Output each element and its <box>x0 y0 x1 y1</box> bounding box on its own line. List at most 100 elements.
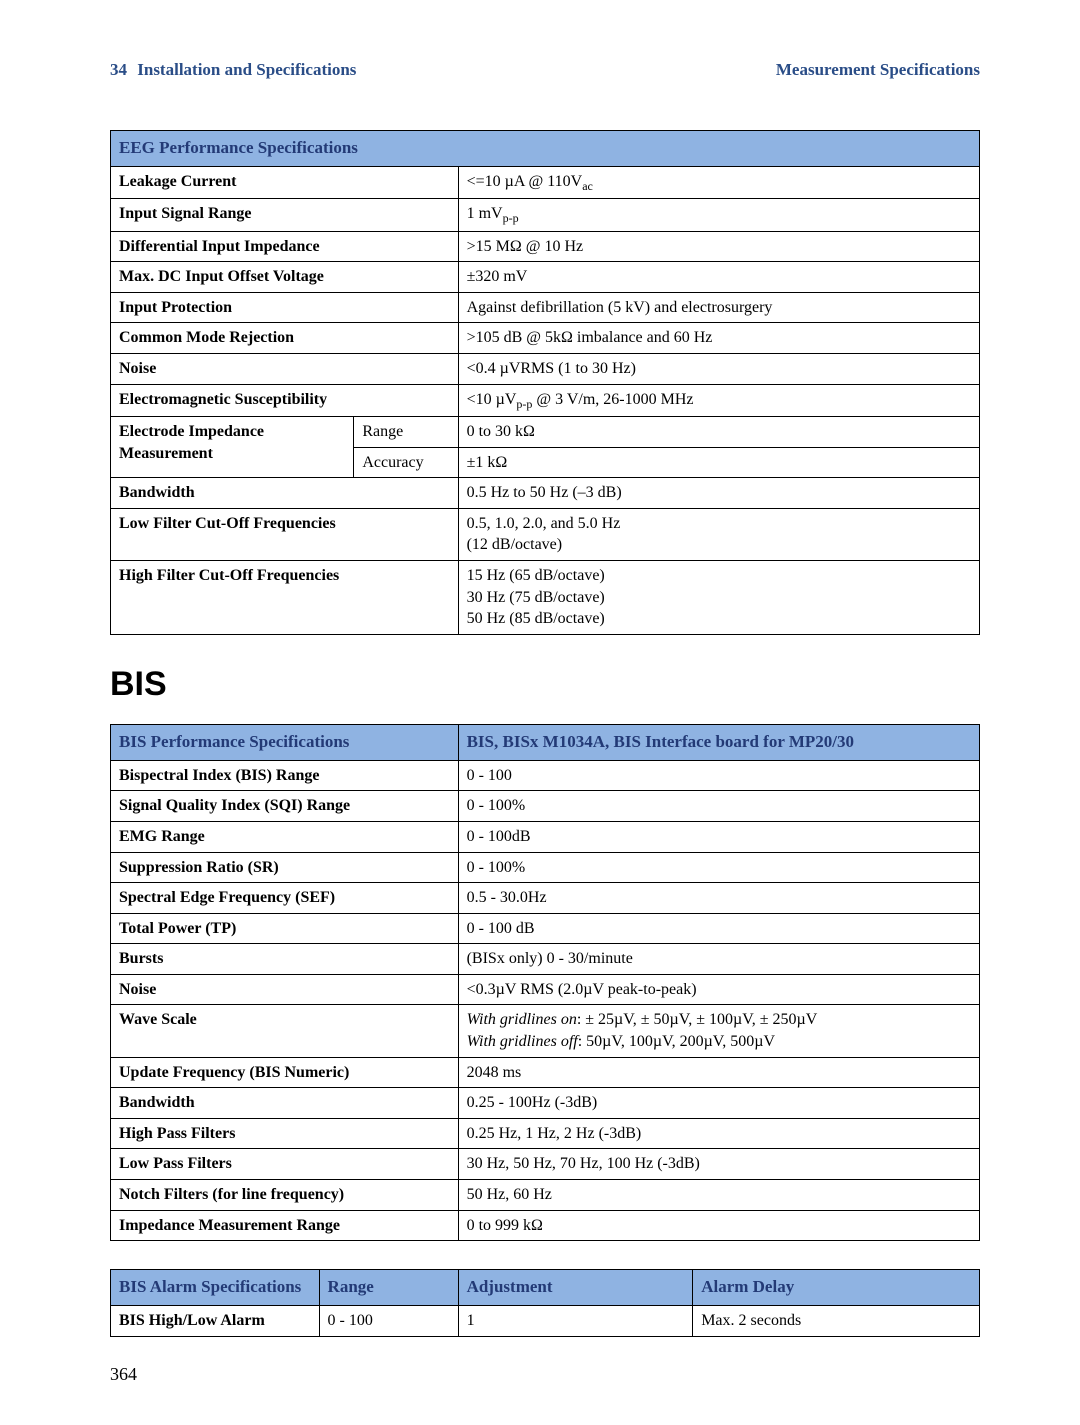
header-right: Measurement Specifications <box>776 60 980 80</box>
table-row: Input ProtectionAgainst defibrillation (… <box>111 292 980 323</box>
table-row: Electrode Impedance Measurement Range 0 … <box>111 417 980 448</box>
spec-label: Leakage Current <box>111 166 459 198</box>
table-row: Impedance Measurement Range0 to 999 kΩ <box>111 1210 980 1241</box>
spec-label: Bandwidth <box>111 1088 459 1119</box>
alarm-col-header: Adjustment <box>458 1270 693 1306</box>
spec-value: 0 - 100 dB <box>458 913 979 944</box>
table-row: Low Filter Cut-Off Frequencies0.5, 1.0, … <box>111 508 980 560</box>
spec-label: Signal Quality Index (SQI) Range <box>111 791 459 822</box>
spec-value: 0.5 Hz to 50 Hz (–3 dB) <box>458 478 979 509</box>
spec-label: Electrode Impedance Measurement <box>111 417 354 478</box>
spec-label: High Filter Cut-Off Frequencies <box>111 561 459 635</box>
spec-value: <10 µVp-p @ 3 V/m, 26-1000 MHz <box>458 384 979 416</box>
spec-label: Electromagnetic Susceptibility <box>111 384 459 416</box>
table-row: Max. DC Input Offset Voltage±320 mV <box>111 262 980 293</box>
alarm-col-header: Range <box>319 1270 458 1306</box>
spec-value: >105 dB @ 5kΩ imbalance and 60 Hz <box>458 323 979 354</box>
table-row: Noise<0.3µV RMS (2.0µV peak-to-peak) <box>111 974 980 1005</box>
spec-label: High Pass Filters <box>111 1118 459 1149</box>
spec-value: >15 MΩ @ 10 Hz <box>458 231 979 262</box>
spec-sublabel: Accuracy <box>354 447 458 478</box>
page-number: 364 <box>110 1364 137 1385</box>
bis-alarm-table: BIS Alarm SpecificationsRangeAdjustmentA… <box>110 1269 980 1337</box>
spec-label: Noise <box>111 354 459 385</box>
spec-value: <=10 µA @ 110Vac <box>458 166 979 198</box>
spec-label: Suppression Ratio (SR) <box>111 852 459 883</box>
table-row: Electromagnetic Susceptibility<10 µVp-p … <box>111 384 980 416</box>
spec-value: 1 mVp-p <box>458 199 979 231</box>
spec-label: Update Frequency (BIS Numeric) <box>111 1057 459 1088</box>
table-row: High Filter Cut-Off Frequencies15 Hz (65… <box>111 561 980 635</box>
spec-sublabel: Range <box>354 417 458 448</box>
table-row: Input Signal Range1 mVp-p <box>111 199 980 231</box>
spec-label: Differential Input Impedance <box>111 231 459 262</box>
spec-label: Input Signal Range <box>111 199 459 231</box>
header-left: 34 Installation and Specifications <box>110 60 356 80</box>
table-row: Differential Input Impedance>15 MΩ @ 10 … <box>111 231 980 262</box>
spec-value: <0.3µV RMS (2.0µV peak-to-peak) <box>458 974 979 1005</box>
alarm-col-header: BIS Alarm Specifications <box>111 1270 320 1306</box>
chapter-number: 34 <box>110 60 127 79</box>
spec-label: Input Protection <box>111 292 459 323</box>
table-row: Bursts(BISx only) 0 - 30/minute <box>111 944 980 975</box>
spec-value: 0 - 100% <box>458 852 979 883</box>
spec-value: 50 Hz, 60 Hz <box>458 1180 979 1211</box>
spec-value: 0 - 100dB <box>458 821 979 852</box>
spec-value: ±1 kΩ <box>458 447 979 478</box>
spec-value: 0.5, 1.0, 2.0, and 5.0 Hz(12 dB/octave) <box>458 508 979 560</box>
spec-label: Bursts <box>111 944 459 975</box>
alarm-cell: BIS High/Low Alarm <box>111 1306 320 1337</box>
spec-value: 0.25 Hz, 1 Hz, 2 Hz (-3dB) <box>458 1118 979 1149</box>
spec-value: 0 to 30 kΩ <box>458 417 979 448</box>
table-row: EMG Range0 - 100dB <box>111 821 980 852</box>
bis-table-title-right: BIS, BISx M1034A, BIS Interface board fo… <box>458 724 979 760</box>
spec-value: (BISx only) 0 - 30/minute <box>458 944 979 975</box>
table-row: Bandwidth0.25 - 100Hz (-3dB) <box>111 1088 980 1119</box>
spec-label: Common Mode Rejection <box>111 323 459 354</box>
bis-spec-table: BIS Performance Specifications BIS, BISx… <box>110 724 980 1241</box>
spec-label: Max. DC Input Offset Voltage <box>111 262 459 293</box>
spec-value: 15 Hz (65 dB/octave)30 Hz (75 dB/octave)… <box>458 561 979 635</box>
spec-value: 2048 ms <box>458 1057 979 1088</box>
spec-value: 0 - 100% <box>458 791 979 822</box>
spec-value: ±320 mV <box>458 262 979 293</box>
spec-value: 0.25 - 100Hz (-3dB) <box>458 1088 979 1119</box>
table-row: Wave ScaleWith gridlines on: ± 25µV, ± 5… <box>111 1005 980 1057</box>
table-row: Update Frequency (BIS Numeric)2048 ms <box>111 1057 980 1088</box>
section-heading-bis: BIS <box>110 665 980 704</box>
spec-label: EMG Range <box>111 821 459 852</box>
eeg-spec-table: EEG Performance Specifications Leakage C… <box>110 130 980 635</box>
spec-value: 0 to 999 kΩ <box>458 1210 979 1241</box>
table-row: Leakage Current<=10 µA @ 110Vac <box>111 166 980 198</box>
eeg-table-title: EEG Performance Specifications <box>111 131 980 167</box>
chapter-title: Installation and Specifications <box>137 60 356 79</box>
spec-label: Bispectral Index (BIS) Range <box>111 760 459 791</box>
spec-label: Low Filter Cut-Off Frequencies <box>111 508 459 560</box>
spec-value: With gridlines on: ± 25µV, ± 50µV, ± 100… <box>458 1005 979 1057</box>
table-row: Common Mode Rejection>105 dB @ 5kΩ imbal… <box>111 323 980 354</box>
spec-value: Against defibrillation (5 kV) and electr… <box>458 292 979 323</box>
table-row: Suppression Ratio (SR)0 - 100% <box>111 852 980 883</box>
table-row: Bispectral Index (BIS) Range0 - 100 <box>111 760 980 791</box>
spec-value: 30 Hz, 50 Hz, 70 Hz, 100 Hz (-3dB) <box>458 1149 979 1180</box>
bis-table-title-left: BIS Performance Specifications <box>111 724 459 760</box>
spec-value: <0.4 µVRMS (1 to 30 Hz) <box>458 354 979 385</box>
alarm-cell: Max. 2 seconds <box>693 1306 980 1337</box>
alarm-cell: 0 - 100 <box>319 1306 458 1337</box>
table-row: Signal Quality Index (SQI) Range0 - 100% <box>111 791 980 822</box>
spec-label: Low Pass Filters <box>111 1149 459 1180</box>
table-row: BIS High/Low Alarm0 - 1001Max. 2 seconds <box>111 1306 980 1337</box>
running-header: 34 Installation and Specifications Measu… <box>110 60 980 80</box>
spec-label: Total Power (TP) <box>111 913 459 944</box>
spec-label: Wave Scale <box>111 1005 459 1057</box>
table-row: Bandwidth0.5 Hz to 50 Hz (–3 dB) <box>111 478 980 509</box>
document-page: 34 Installation and Specifications Measu… <box>0 0 1080 1425</box>
spec-label: Notch Filters (for line frequency) <box>111 1180 459 1211</box>
table-row: Low Pass Filters30 Hz, 50 Hz, 70 Hz, 100… <box>111 1149 980 1180</box>
table-row: Total Power (TP)0 - 100 dB <box>111 913 980 944</box>
table-row: Noise<0.4 µVRMS (1 to 30 Hz) <box>111 354 980 385</box>
spec-label: Spectral Edge Frequency (SEF) <box>111 883 459 914</box>
table-row: Notch Filters (for line frequency)50 Hz,… <box>111 1180 980 1211</box>
alarm-col-header: Alarm Delay <box>693 1270 980 1306</box>
spec-label: Noise <box>111 974 459 1005</box>
